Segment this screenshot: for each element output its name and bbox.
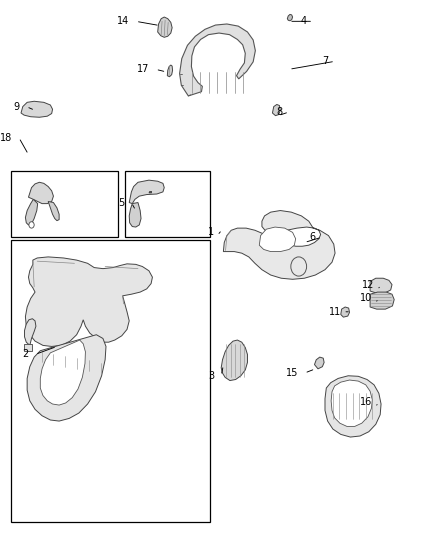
- Polygon shape: [287, 14, 293, 21]
- Text: 16: 16: [360, 398, 372, 407]
- Polygon shape: [341, 307, 350, 317]
- Text: 10: 10: [360, 294, 372, 303]
- Polygon shape: [331, 380, 372, 426]
- Text: 4: 4: [300, 17, 307, 26]
- Polygon shape: [370, 278, 392, 293]
- Polygon shape: [129, 180, 164, 204]
- Text: 7: 7: [322, 56, 328, 66]
- Bar: [11, 240, 210, 522]
- Polygon shape: [158, 17, 172, 37]
- Polygon shape: [25, 199, 38, 225]
- Polygon shape: [259, 227, 296, 252]
- Polygon shape: [48, 201, 59, 221]
- Polygon shape: [129, 203, 141, 227]
- Text: 14: 14: [117, 17, 129, 26]
- Polygon shape: [33, 109, 39, 114]
- Polygon shape: [27, 335, 106, 421]
- Text: 8: 8: [276, 107, 283, 117]
- Polygon shape: [272, 104, 280, 116]
- Bar: [24, 344, 32, 351]
- Polygon shape: [28, 182, 53, 204]
- Polygon shape: [40, 340, 85, 405]
- Circle shape: [29, 222, 34, 228]
- Bar: [11, 171, 118, 237]
- Text: 1: 1: [208, 227, 214, 237]
- Text: 18: 18: [0, 133, 12, 142]
- Polygon shape: [221, 340, 247, 381]
- Text: 9: 9: [14, 102, 20, 111]
- Text: 12: 12: [362, 280, 374, 290]
- Polygon shape: [180, 24, 255, 96]
- Bar: [125, 171, 210, 237]
- Polygon shape: [25, 319, 36, 345]
- Text: 11: 11: [329, 307, 342, 317]
- Text: 3: 3: [208, 371, 215, 381]
- Polygon shape: [25, 257, 152, 346]
- Polygon shape: [39, 109, 45, 114]
- Polygon shape: [370, 292, 394, 309]
- Polygon shape: [167, 65, 173, 77]
- Text: 15: 15: [286, 368, 298, 378]
- Text: 17: 17: [137, 64, 149, 74]
- Polygon shape: [27, 109, 32, 114]
- Polygon shape: [325, 376, 381, 437]
- Text: 2: 2: [22, 350, 28, 359]
- Polygon shape: [21, 101, 53, 117]
- Polygon shape: [223, 211, 335, 279]
- Text: 5: 5: [119, 198, 125, 207]
- Polygon shape: [314, 357, 324, 369]
- Polygon shape: [149, 191, 152, 193]
- Text: 6: 6: [309, 232, 315, 242]
